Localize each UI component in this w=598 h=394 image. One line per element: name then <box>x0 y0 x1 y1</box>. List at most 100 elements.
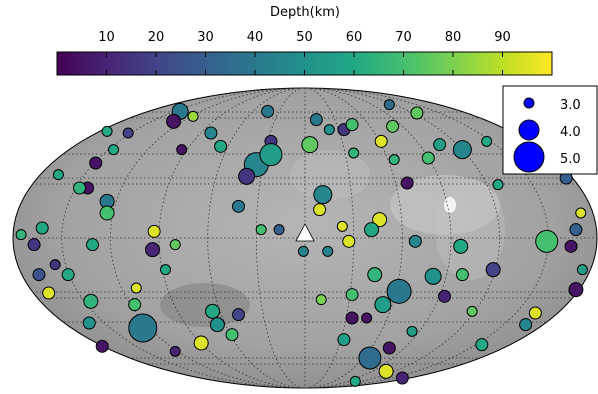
quake-marker <box>362 313 372 323</box>
quake-marker <box>74 182 86 194</box>
quake-marker <box>129 299 141 311</box>
quake-marker <box>453 141 471 159</box>
quake-marker <box>62 269 74 281</box>
quake-marker <box>359 347 381 369</box>
quake-marker <box>486 263 500 277</box>
quake-marker <box>375 135 387 147</box>
quake-marker <box>493 180 503 190</box>
quake-marker <box>323 246 333 256</box>
quake-marker <box>28 239 40 251</box>
colorbar-tick-label: 40 <box>247 30 264 45</box>
quake-marker <box>33 269 45 281</box>
quake-marker <box>570 224 582 236</box>
quake-marker <box>338 334 350 346</box>
quake-marker <box>569 283 583 297</box>
quake-marker <box>365 223 379 237</box>
legend-marker <box>519 120 539 140</box>
quake-marker <box>389 155 399 165</box>
quake-marker <box>16 230 26 240</box>
quake-marker <box>456 269 468 281</box>
quake-marker <box>337 221 347 231</box>
colorbar-tick-label: 50 <box>296 30 313 45</box>
quake-marker <box>274 225 284 235</box>
quake-marker <box>384 100 394 110</box>
quake-marker <box>349 148 359 158</box>
colorbar-label: Depth(km) <box>270 5 340 20</box>
quake-marker <box>302 137 318 153</box>
quake-marker <box>411 107 423 119</box>
quake-marker <box>396 372 408 384</box>
quake-marker <box>520 319 532 331</box>
quake-marker <box>160 265 170 275</box>
quake-marker <box>409 235 421 247</box>
quake-marker <box>482 136 492 146</box>
quake-marker <box>314 204 326 216</box>
quake-marker <box>375 297 391 313</box>
quake-marker <box>343 235 355 247</box>
quake-marker <box>194 336 208 350</box>
colorbar-tick-label: 30 <box>197 30 214 45</box>
quake-marker <box>439 290 451 302</box>
quake-marker <box>368 268 382 282</box>
quake-marker <box>123 128 133 138</box>
quake-marker <box>129 314 157 342</box>
colorbar-tick-label: 90 <box>494 30 511 45</box>
quake-marker <box>146 243 160 257</box>
quake-marker <box>148 225 160 237</box>
quake-marker <box>536 230 558 252</box>
quake-marker <box>407 326 417 336</box>
quake-marker <box>43 287 55 299</box>
quake-marker <box>188 111 198 121</box>
quake-marker <box>83 317 95 329</box>
colorbar-tick-label: 10 <box>98 30 115 45</box>
quake-marker <box>314 186 332 204</box>
quake-marker <box>387 279 411 303</box>
quake-marker <box>167 114 181 128</box>
colorbar-tick-label: 60 <box>346 30 363 45</box>
quake-marker <box>170 240 180 250</box>
quake-marker <box>454 239 468 253</box>
quake-marker <box>232 309 244 321</box>
legend-label: 3.0 <box>560 98 581 113</box>
quake-marker <box>109 145 119 155</box>
quake-marker <box>210 318 224 332</box>
colorbar-tick-label: 20 <box>148 30 165 45</box>
quake-marker <box>467 306 477 316</box>
chart: Depth(km) 1020304050607080903.04.05.0 <box>0 0 598 390</box>
quake-marker <box>425 268 441 284</box>
quake-marker <box>577 265 587 275</box>
quake-marker <box>260 144 282 166</box>
quake-marker <box>262 105 274 117</box>
colorbar-tick-label: 70 <box>395 30 412 45</box>
quake-marker <box>215 140 227 152</box>
quake-marker <box>379 364 393 378</box>
quake-marker <box>346 119 358 131</box>
quake-marker <box>50 260 60 270</box>
quake-marker <box>324 125 334 135</box>
quake-marker <box>476 339 488 351</box>
quake-marker <box>102 126 112 136</box>
legend-marker <box>514 142 544 172</box>
quake-marker <box>310 114 322 126</box>
quake-marker <box>96 340 108 352</box>
quake-marker <box>100 206 114 220</box>
quake-marker <box>239 168 255 184</box>
quake-marker <box>401 177 413 189</box>
quake-marker <box>434 139 446 151</box>
quake-marker <box>84 294 98 308</box>
quake-marker <box>36 222 48 234</box>
quake-marker <box>346 312 358 324</box>
quake-marker <box>205 127 217 139</box>
quake-marker <box>565 240 577 252</box>
quake-marker <box>350 376 360 386</box>
quake-marker <box>576 208 586 218</box>
legend-label: 4.0 <box>560 125 581 140</box>
quake-marker <box>53 170 63 180</box>
quake-marker <box>177 145 187 155</box>
legend-label: 5.0 <box>560 152 581 167</box>
quake-marker <box>422 152 434 164</box>
quake-marker <box>86 239 98 251</box>
quake-marker <box>346 289 358 301</box>
quake-marker <box>90 157 102 169</box>
quake-marker <box>206 304 220 318</box>
